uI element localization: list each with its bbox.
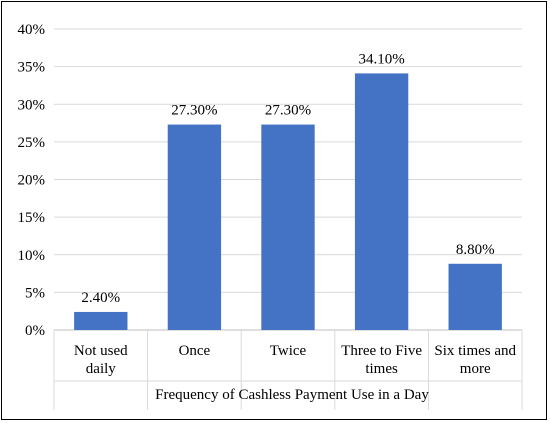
y-axis: 0% 5% 10% 15% 20% 25% 30% 35% 40% <box>18 22 46 339</box>
bar <box>74 311 128 330</box>
x-tick-label: more <box>460 361 491 377</box>
y-tick-label: 25% <box>18 135 46 151</box>
x-tick-label: Three to Five <box>341 343 422 359</box>
y-tick-label: 0% <box>25 323 45 339</box>
x-tick-label: Six times and <box>434 343 516 359</box>
bar <box>448 263 502 330</box>
x-axis: Not used daily Once Twice Three to Five times… <box>53 330 523 410</box>
bar <box>261 124 315 330</box>
x-axis-title: Frequency of Cashless Payment Use in a D… <box>155 387 429 403</box>
x-tick-label: times <box>365 361 398 377</box>
data-label: 2.40% <box>81 290 120 306</box>
bar <box>354 73 409 331</box>
y-tick-label: 40% <box>18 22 46 38</box>
y-tick-label: 20% <box>18 173 46 189</box>
x-tick-label: Twice <box>270 343 307 359</box>
x-tick-label: Not used <box>74 343 128 359</box>
x-tick-label: daily <box>86 361 116 377</box>
y-tick-label: 15% <box>18 210 46 226</box>
bar <box>167 124 222 330</box>
data-label: 8.80% <box>456 242 495 258</box>
bars <box>74 73 502 331</box>
y-tick-label: 30% <box>18 97 46 113</box>
data-labels: 2.40% 27.30% 27.30% 34.10% 8.80% <box>81 51 494 306</box>
x-tick-label: Once <box>179 343 211 359</box>
data-label: 27.30% <box>171 103 217 119</box>
data-label: 34.10% <box>358 51 404 67</box>
y-tick-label: 35% <box>18 60 46 76</box>
y-tick-label: 5% <box>25 285 45 301</box>
y-tick-label: 10% <box>18 248 46 264</box>
data-label: 27.30% <box>265 103 311 119</box>
